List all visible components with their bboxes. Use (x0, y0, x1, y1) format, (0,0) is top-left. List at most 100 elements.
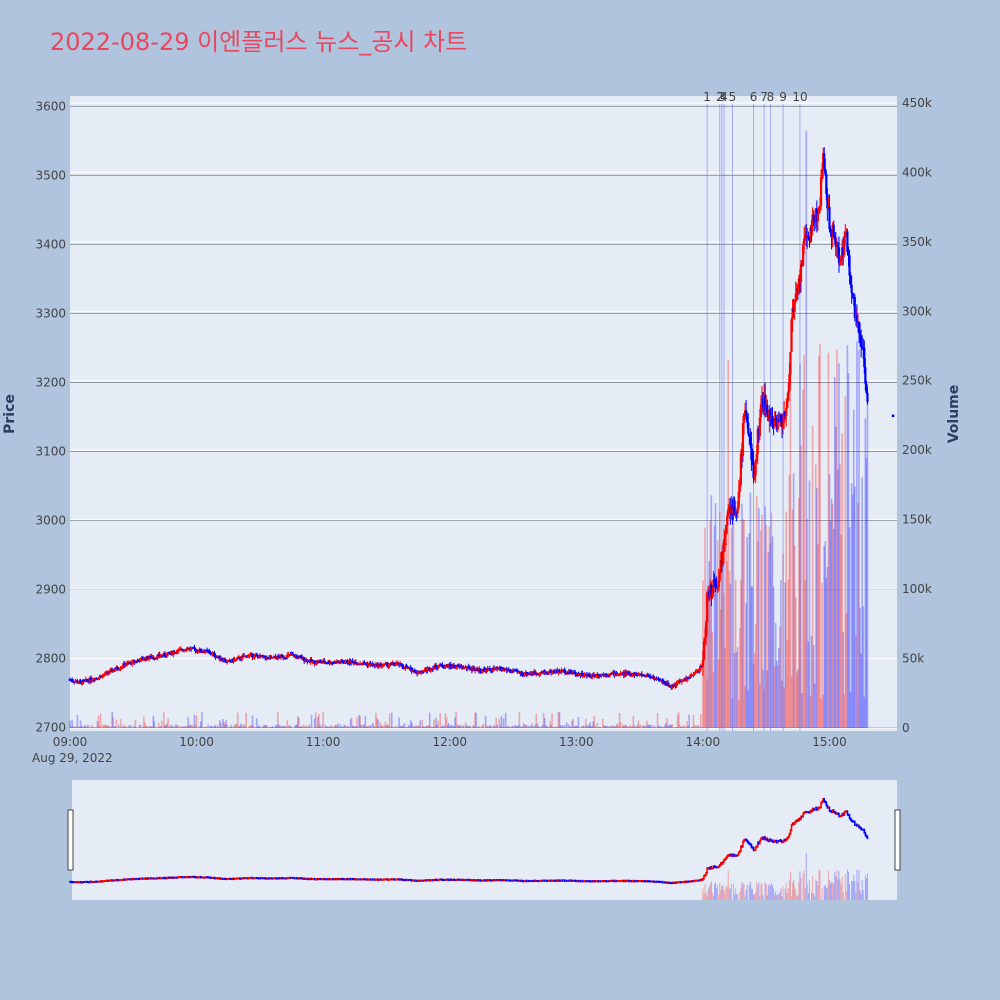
candle-body (303, 660, 307, 663)
candle-body (123, 663, 127, 667)
candle-body (127, 662, 131, 665)
candle-body (711, 592, 714, 595)
range-slider[interactable] (67, 798, 901, 900)
main-plot-area[interactable] (70, 96, 897, 731)
candle-body (809, 227, 812, 240)
candle-body (151, 657, 155, 659)
candle-body (607, 674, 611, 677)
volume-bar (92, 726, 95, 728)
volume-bar (195, 715, 198, 728)
candle-body (739, 453, 742, 485)
volume-bar (683, 724, 685, 728)
candle-body (541, 671, 545, 674)
volume-bar (863, 696, 866, 728)
candle-body (786, 400, 789, 409)
x-tick-label: 10:00 (179, 735, 214, 749)
candle-body (747, 422, 750, 434)
volume-bar (665, 722, 667, 728)
volume-bar (417, 725, 419, 728)
volume-bar (130, 725, 132, 728)
candle-body (737, 491, 740, 508)
volume-bar (297, 716, 299, 728)
candle-body (449, 664, 453, 667)
volume-bar (831, 504, 834, 728)
candle-body (400, 664, 404, 667)
volume-bar (748, 533, 751, 728)
volume-bar (159, 726, 162, 728)
candle-body (723, 534, 727, 540)
volume-bar (727, 359, 730, 728)
volume-bar (674, 727, 677, 728)
volume-bar (441, 725, 444, 728)
candle-body (454, 667, 458, 669)
volume-bar (736, 647, 739, 728)
volume-bar (181, 727, 183, 728)
volume-bar (506, 725, 509, 728)
volume-bar (480, 726, 483, 728)
volume-bar (443, 725, 446, 728)
volume-bar (459, 724, 462, 728)
volume-bar (501, 726, 504, 728)
volume-bar (301, 727, 303, 728)
range-slider-handle-right[interactable] (894, 809, 901, 871)
candle-body (439, 663, 443, 666)
volume-bar (509, 727, 511, 728)
candle-body (596, 673, 600, 677)
volume-bar (69, 720, 71, 728)
volume-bar (739, 627, 741, 728)
volume-bar (401, 726, 404, 728)
candle-body (515, 670, 519, 672)
volume-bar (550, 724, 552, 728)
volume-bar (802, 389, 804, 728)
volume-bar (525, 725, 528, 728)
volume-bar (274, 725, 277, 728)
volume-bar (78, 726, 81, 728)
volume-bar (106, 725, 108, 728)
volume-bar (224, 724, 226, 728)
candle-body (787, 391, 790, 401)
volume-bar (703, 659, 705, 728)
volume-bar (138, 724, 141, 728)
volume-bar (456, 724, 458, 728)
volume-bar (169, 725, 172, 728)
volume-bar (243, 724, 245, 728)
volume-bar (551, 713, 553, 728)
volume-bar (686, 721, 688, 728)
volume-bar (225, 720, 227, 728)
candle-body (834, 239, 837, 247)
volume-bar (230, 724, 233, 728)
volume-bar (535, 713, 538, 728)
volume-bar (604, 725, 606, 728)
volume-bar (836, 349, 838, 728)
candle-body (159, 656, 163, 658)
volume-bar (377, 719, 379, 728)
candle-body (802, 245, 805, 266)
volume-bar (685, 727, 687, 728)
volume-bar (495, 717, 497, 728)
volume-bar (498, 718, 501, 728)
volume-bar (846, 345, 849, 728)
volume-bar (662, 727, 664, 728)
candle-body (849, 275, 852, 285)
candle-body (354, 662, 358, 665)
candle-body (863, 347, 866, 368)
volume-bar (578, 727, 581, 728)
volume-bar (490, 725, 492, 728)
volume-bar (609, 726, 611, 728)
volume-bar (271, 725, 274, 728)
volume-bar (762, 669, 764, 728)
candle-body (651, 676, 655, 679)
volume-bar (336, 725, 338, 728)
volume-bar (89, 726, 91, 728)
volume-bar (793, 545, 796, 728)
news-marker-label: 6 (750, 90, 758, 104)
news-marker-label: 2 (716, 90, 724, 104)
volume-bar (409, 720, 412, 728)
volume-bar (364, 716, 367, 728)
price-tick-label: 3300 (35, 306, 66, 320)
volume-bar (186, 726, 188, 728)
range-slider-handle-left[interactable] (67, 809, 74, 871)
candle-body (156, 655, 160, 659)
volume-bar (121, 726, 124, 728)
volume-bar (352, 725, 355, 728)
